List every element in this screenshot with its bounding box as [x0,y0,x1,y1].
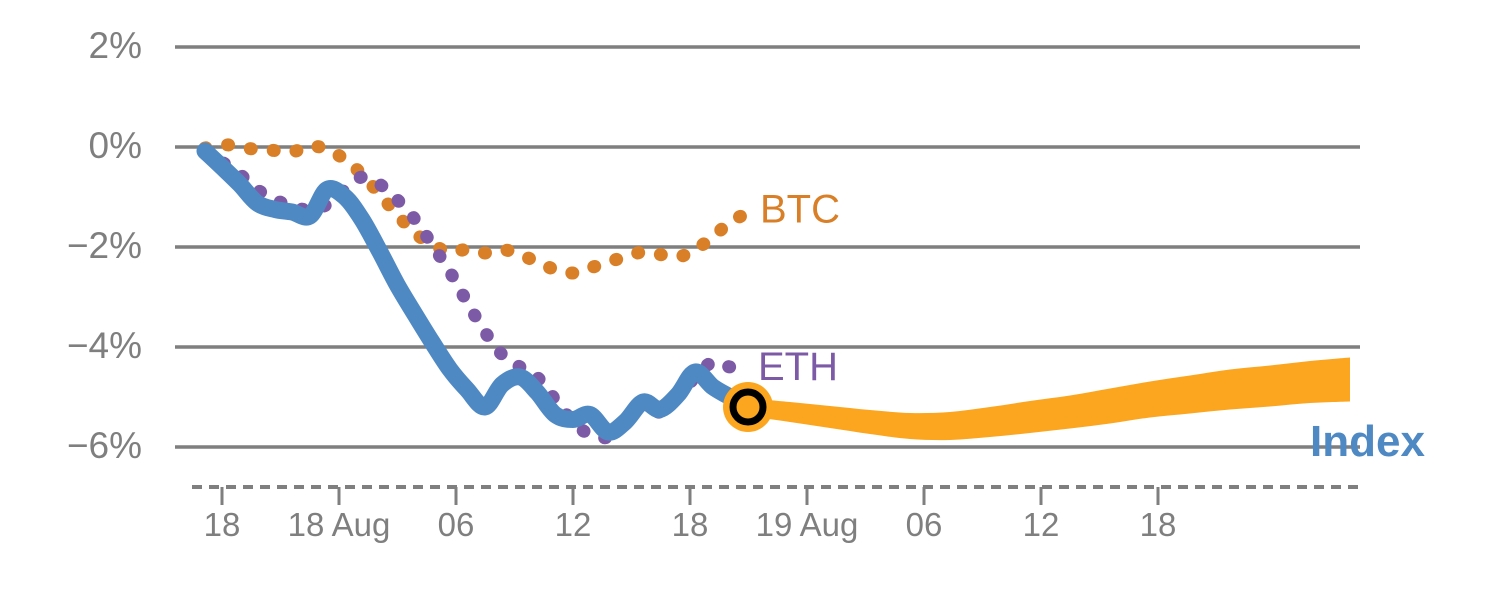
y-tick-label: −2% [67,225,142,266]
series-label-eth: ETH [758,345,838,389]
x-tick-label: 12 [1023,506,1060,543]
y-axis-tick-labels: 2% 0% −2% −4% −6% [67,25,142,466]
x-tick-label: 06 [906,506,943,543]
index-forecast-band [748,357,1350,441]
x-tick-label: 18 [672,506,709,543]
y-tick-label: −6% [67,425,142,466]
marker-ring[interactable] [729,388,767,426]
x-tick-label: 19 Aug [756,506,859,543]
x-axis-tick-labels: 18 18 Aug 06 12 18 19 Aug 06 12 18 [204,506,1177,543]
series-annotations: BTC ETH Index [758,188,1425,467]
x-tick-label: 18 [1140,506,1177,543]
x-tick-label: 12 [555,506,592,543]
series-line-btc [198,137,755,280]
series-path-btc [198,137,755,280]
x-tick-label: 06 [438,506,475,543]
x-tick-label: 18 [204,506,241,543]
series-label-btc: BTC [760,188,840,232]
series-label-index: Index [1310,417,1425,466]
y-tick-label: 0% [89,125,142,166]
series-line-index [196,142,757,441]
x-tick-label: 18 Aug [288,506,391,543]
series-path-index [196,142,757,441]
y-tick-label: −4% [67,325,142,366]
forecast-band-area [748,357,1350,441]
y-tick-label: 2% [89,25,142,66]
x-axis-ticks [220,487,1160,505]
forecast-start-marker[interactable] [723,382,773,432]
